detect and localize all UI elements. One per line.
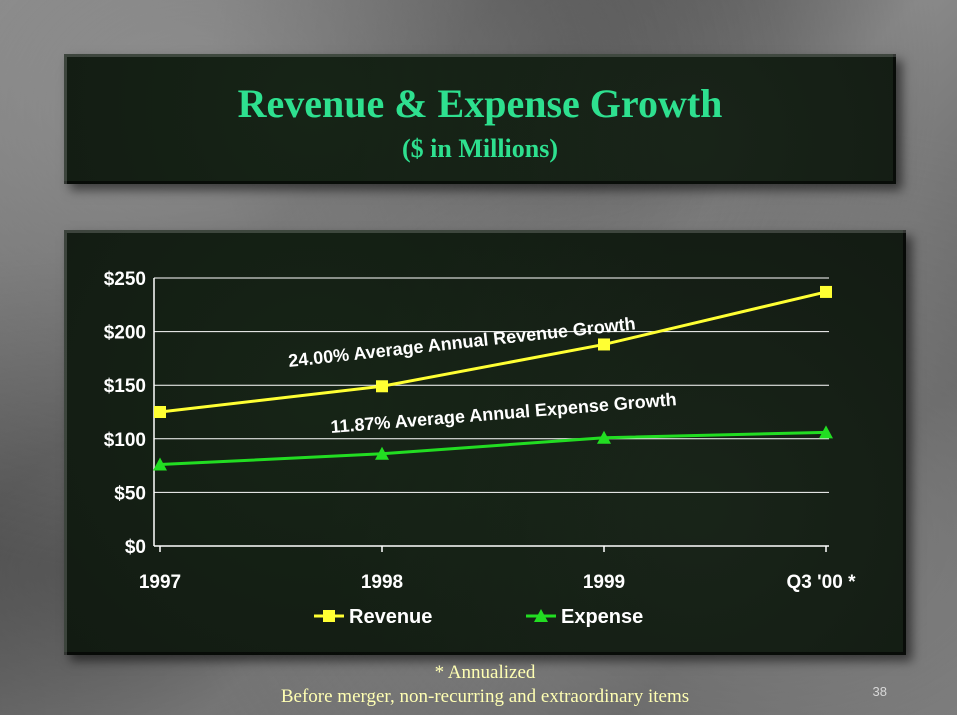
- x-tick-label: 1999: [583, 572, 625, 593]
- expense-point: [153, 457, 167, 471]
- chart-panel: $0 $50 $100 $150 $200 $250 1997 1998 1999 Q3 '00 …: [64, 230, 906, 655]
- series-line-revenue: [159, 290, 827, 414]
- slide-subtitle: ($ in Millions): [401, 134, 558, 163]
- footnote-basis: Before merger, non-recurring and extraor…: [280, 686, 690, 707]
- growth-annotation: 11.87% Average Annual Expense Growth: [330, 389, 678, 437]
- y-tick-label: $150: [104, 376, 146, 397]
- slide-title: Revenue & Expense Growth: [237, 81, 723, 126]
- expense-point: [819, 425, 833, 439]
- y-tick-label: $0: [125, 537, 146, 558]
- series-line-expense: [159, 430, 827, 467]
- y-tick-label: $50: [114, 483, 146, 504]
- title-panel: Revenue & Expense Growth ($ in Millions): [64, 54, 896, 184]
- revenue-point: [598, 338, 610, 351]
- revenue-point: [154, 406, 166, 418]
- footnote-annualized: * Annualized: [434, 662, 536, 683]
- x-tick-label: Q3 '00 *: [787, 572, 857, 593]
- growth-annotation: 24.00% Average Annual Revenue Growth: [287, 313, 636, 371]
- x-tick-label: 1997: [139, 572, 181, 593]
- legend-label: Expense: [561, 606, 643, 628]
- y-tick-label: $200: [104, 323, 146, 344]
- expense-point: [375, 446, 389, 460]
- legend-square-marker: [323, 610, 335, 622]
- revenue-point: [376, 380, 388, 393]
- revenue-point: [820, 285, 832, 298]
- x-tick-label: 1998: [361, 572, 403, 593]
- page-number: 38: [872, 684, 887, 699]
- legend-triangle-marker: [534, 609, 548, 622]
- line-chart: $0 $50 $100 $150 $200 $250 1997 1998 1999 Q3 '00 …: [104, 269, 857, 628]
- y-tick-label: $250: [104, 269, 146, 290]
- y-tick-label: $100: [104, 430, 146, 451]
- expense-point: [597, 430, 611, 444]
- legend-label: Revenue: [349, 606, 432, 628]
